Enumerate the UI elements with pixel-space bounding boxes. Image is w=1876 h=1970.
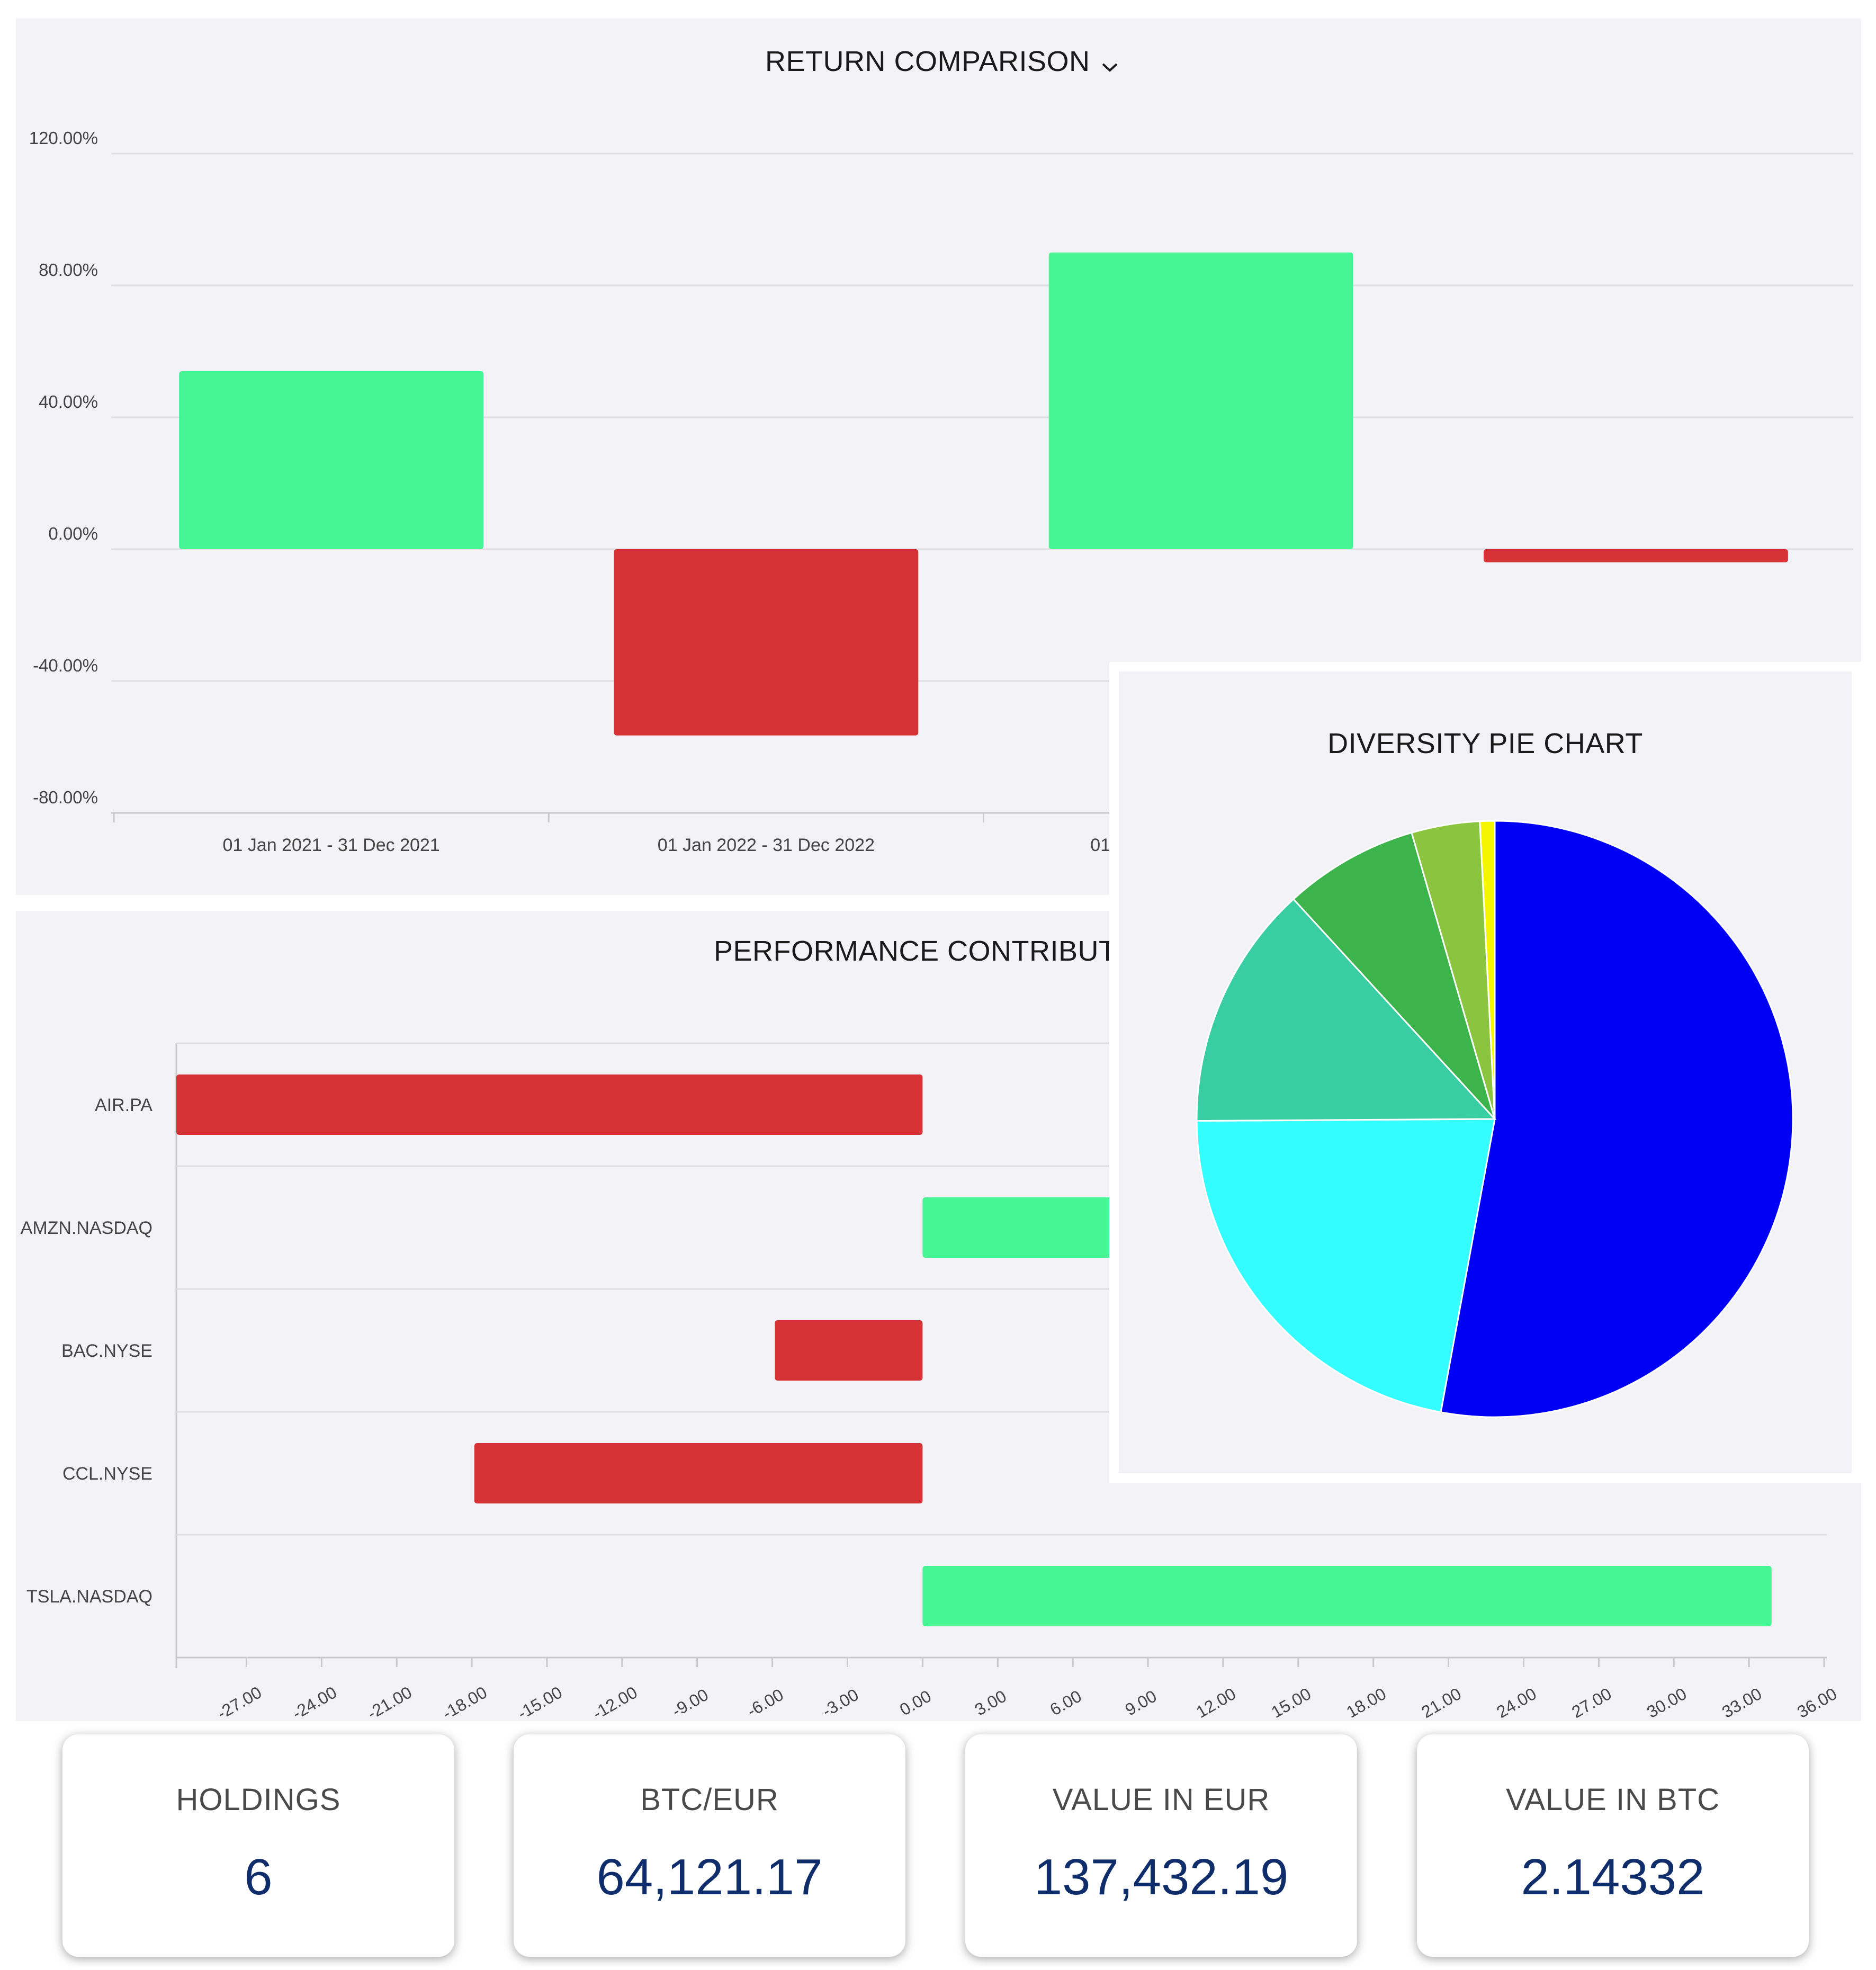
x-tick-label: -18.00: [439, 1682, 490, 1721]
value-eur-label: VALUE IN EUR: [1052, 1783, 1270, 1817]
btc-eur-value: 64,121.17: [596, 1849, 823, 1905]
x-tick-label: 18.00: [1343, 1684, 1389, 1721]
x-tick-label: 6.00: [1047, 1686, 1085, 1719]
y-tick-label: -40.00%: [33, 656, 98, 675]
value-eur-value: 137,432.19: [1034, 1849, 1289, 1905]
pie-slice: [1479, 820, 1496, 1120]
x-tick-label: 0.00: [896, 1686, 935, 1719]
x-tick-label: -6.00: [744, 1685, 787, 1721]
x-tick-label: 33.00: [1719, 1684, 1765, 1721]
x-tick-label: -9.00: [669, 1685, 712, 1721]
return-bar: [1483, 549, 1788, 562]
chevron-down-icon[interactable]: [1101, 47, 1119, 80]
contribution-bar: [176, 1074, 923, 1135]
x-tick-label: -12.00: [589, 1682, 641, 1721]
diversity-pie-panel: DIVERSITY PIE CHART: [1109, 662, 1861, 1483]
value-btc-card: VALUE IN BTC 2.14332: [1417, 1734, 1809, 1957]
performance-contribution-chart: AIR.PA AMZN.NASDAQ BAC.NYSE CCL.NYSE TSLA.NA…: [21, 1042, 1840, 1721]
x-tick-label: -3.00: [819, 1685, 861, 1721]
x-tick-label: -21.00: [364, 1682, 415, 1721]
return-comparison-chart: 120.00% 80.00% 40.00% 0.00% -40.00% -80.00% 01…: [29, 128, 1853, 855]
diversity-pie-chart: [1196, 820, 1794, 1418]
pie-slice: [1196, 898, 1497, 1122]
btc-eur-label: BTC/EUR: [640, 1783, 779, 1817]
x-tick-label: 3.00: [972, 1686, 1010, 1719]
y-tick-label: 120.00%: [29, 128, 98, 148]
x-tick-label: -24.00: [289, 1682, 340, 1721]
pie-slice: [1440, 820, 1794, 1418]
pie-slice: [1196, 1118, 1496, 1413]
y-tick-label: 0.00%: [48, 524, 98, 543]
btc-eur-card: BTC/EUR 64,121.17: [514, 1734, 905, 1957]
y-category-label: BAC.NYSE: [61, 1341, 152, 1361]
x-tick-label: 01 Jan 2022 - 31 Dec 2022: [658, 835, 875, 855]
y-category-label: AMZN.NASDAQ: [21, 1218, 152, 1238]
x-tick-label: 36.00: [1794, 1684, 1840, 1721]
return-comparison-title-text: RETURN COMPARISON: [765, 46, 1090, 77]
y-category-label: CCL.NYSE: [62, 1464, 152, 1484]
value-btc-label: VALUE IN BTC: [1505, 1783, 1720, 1817]
x-tick-label: 01 Jan 2021 - 31 Dec 2021: [223, 835, 440, 855]
value-btc-value: 2.14332: [1521, 1849, 1705, 1905]
return-comparison-title[interactable]: RETURN COMPARISON: [765, 45, 1119, 80]
contribution-bar: [474, 1443, 923, 1503]
return-bar: [1048, 252, 1353, 549]
y-category-label: AIR.PA: [95, 1095, 152, 1115]
x-tick-label: 21.00: [1418, 1684, 1464, 1721]
x-tick-label: 27.00: [1568, 1684, 1614, 1721]
value-eur-card: VALUE IN EUR 137,432.19: [965, 1734, 1357, 1957]
x-tick-label: -15.00: [514, 1682, 566, 1721]
x-tick-label: 9.00: [1122, 1686, 1160, 1719]
return-comparison-panel: RETURN COMPARISON 120.00% 80.00% 40.00% 0.0…: [16, 19, 1861, 895]
x-tick-label: 01: [1090, 835, 1110, 855]
pie-slice: [1292, 831, 1496, 1120]
y-tick-label: 80.00%: [39, 260, 98, 280]
x-tick-label: 15.00: [1268, 1684, 1314, 1721]
contribution-bar: [775, 1320, 923, 1381]
contribution-bar: [922, 1566, 1772, 1626]
y-tick-label: 40.00%: [39, 392, 98, 411]
return-bar: [179, 371, 484, 549]
x-tick-label: 30.00: [1644, 1684, 1690, 1721]
holdings-label: HOLDINGS: [176, 1783, 341, 1817]
return-bar: [614, 549, 919, 736]
holdings-value: 6: [244, 1849, 273, 1905]
x-tick-label: 12.00: [1193, 1684, 1239, 1721]
performance-contribution-title: PERFORMANCE CONTRIBUTIO: [714, 935, 1147, 967]
holdings-card: HOLDINGS 6: [62, 1734, 454, 1957]
x-tick-label: -27.00: [214, 1682, 265, 1721]
y-tick-label: -80.00%: [33, 787, 98, 807]
x-tick-label: 24.00: [1493, 1684, 1539, 1721]
y-category-label: TSLA.NASDAQ: [26, 1587, 152, 1607]
diversity-pie-title: DIVERSITY PIE CHART: [1327, 728, 1643, 759]
